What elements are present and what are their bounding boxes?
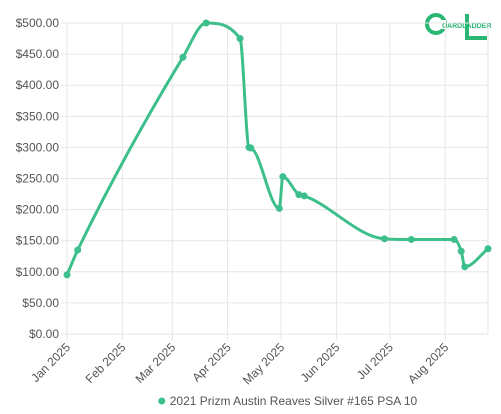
- data-point[interactable]: [202, 19, 210, 27]
- data-point[interactable]: [457, 247, 465, 255]
- data-point[interactable]: [450, 235, 458, 243]
- data-point[interactable]: [275, 204, 283, 212]
- x-tick-label: Jan 2025: [28, 340, 73, 385]
- legend-label: 2021 Prizm Austin Reaves Silver #165 PSA…: [170, 394, 418, 408]
- x-tick-label: Aug 2025: [405, 340, 451, 386]
- data-point[interactable]: [236, 35, 244, 43]
- legend-marker[interactable]: [158, 397, 166, 405]
- data-point[interactable]: [279, 173, 287, 181]
- data-point[interactable]: [461, 263, 469, 271]
- y-tick-label: $50.00: [22, 296, 59, 310]
- data-point[interactable]: [179, 53, 187, 61]
- x-tick-label: Jun 2025: [298, 340, 343, 385]
- cardladder-logo: CARDLADDER: [425, 13, 491, 40]
- series-line: [65, 21, 489, 276]
- x-tick-label: Mar 2025: [133, 340, 179, 386]
- x-tick-label: Jul 2025: [354, 340, 396, 382]
- y-tick-label: $250.00: [16, 172, 60, 186]
- y-tick-label: $0.00: [29, 327, 59, 341]
- data-point[interactable]: [247, 144, 255, 152]
- data-point[interactable]: [295, 191, 303, 199]
- x-tick-label: Apr 2025: [189, 340, 234, 385]
- y-tick-label: $450.00: [16, 47, 60, 61]
- data-point[interactable]: [381, 235, 389, 243]
- y-tick-label: $100.00: [16, 265, 60, 279]
- y-tick-label: $350.00: [16, 109, 60, 123]
- data-point[interactable]: [74, 246, 82, 254]
- y-tick-label: $200.00: [16, 203, 60, 217]
- y-tick-label: $400.00: [16, 78, 60, 92]
- y-tick-label: $300.00: [16, 140, 60, 154]
- data-point[interactable]: [484, 245, 492, 253]
- data-point[interactable]: [300, 192, 308, 200]
- x-tick-label: Feb 2025: [83, 340, 129, 386]
- logo-ladder-icon: [465, 14, 469, 40]
- data-point[interactable]: [63, 271, 71, 279]
- logo-text: CARDLADDER: [442, 23, 491, 30]
- x-tick-label: May 2025: [240, 340, 287, 387]
- y-tick-label: $500.00: [16, 16, 60, 30]
- y-tick-label: $150.00: [16, 234, 60, 248]
- data-point[interactable]: [407, 235, 415, 243]
